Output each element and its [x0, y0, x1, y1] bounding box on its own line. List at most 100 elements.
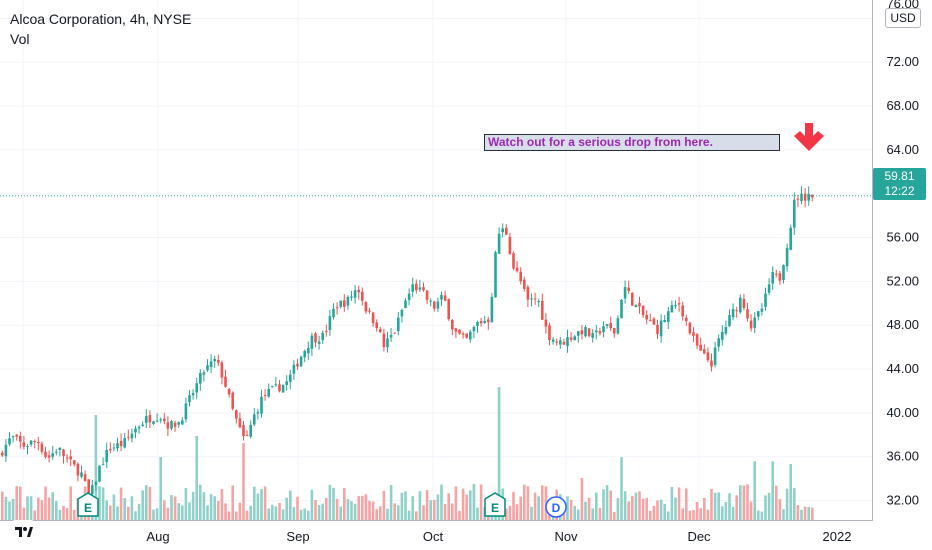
volume-bar: [577, 509, 580, 520]
candle-body: [609, 323, 612, 329]
volume-bar: [19, 486, 22, 520]
candle-body: [202, 372, 206, 375]
candle-body: [123, 437, 126, 448]
candle-body: [782, 264, 785, 280]
candle-body: [411, 284, 414, 292]
time-axis[interactable]: JulAugSepOctNovDec2022: [15, 529, 852, 544]
tradingview-logo-icon[interactable]: [12, 520, 34, 542]
candle-body: [544, 319, 548, 327]
dividend-marker[interactable]: D: [545, 496, 567, 518]
volume-bar: [191, 491, 195, 520]
candle-body: [523, 279, 526, 289]
volume-bar: [274, 506, 278, 520]
candle-body: [447, 299, 450, 320]
volume-bar: [29, 496, 33, 520]
earnings-marker[interactable]: E: [484, 492, 506, 517]
volume-bar: [440, 484, 443, 520]
currency-badge[interactable]: USD: [885, 8, 921, 28]
y-tick-label: 56.00: [886, 230, 919, 245]
candle-body: [595, 330, 598, 333]
event-marker-label: E: [84, 501, 92, 515]
volume-bar: [544, 486, 548, 520]
candle-body: [530, 298, 533, 300]
volume-bar: [224, 503, 227, 520]
volume-bar: [368, 500, 371, 520]
volume-bar: [429, 500, 432, 520]
volume-bar: [213, 496, 216, 520]
volume-bar: [587, 497, 591, 520]
volume-bar: [407, 510, 411, 520]
volume-bar: [361, 496, 364, 520]
candle-body: [19, 436, 22, 442]
candle-body: [285, 381, 288, 385]
candle-body: [728, 314, 731, 327]
candle-body: [220, 362, 224, 378]
candle-body: [389, 334, 393, 338]
volume-bar: [782, 509, 785, 520]
y-tick-label: 64.00: [886, 142, 919, 157]
volume-bar: [271, 504, 274, 520]
arrow-down-icon[interactable]: [792, 121, 826, 153]
y-tick-label: 68.00: [886, 98, 919, 113]
candlestick-series: [1, 186, 814, 502]
candle-body: [44, 451, 47, 457]
candle-body: [811, 194, 814, 198]
candle-body: [368, 310, 371, 312]
annotation-callout[interactable]: Watch out for a serious drop from here.: [484, 134, 780, 151]
candle-body: [141, 424, 144, 427]
volume-bar: [253, 486, 256, 520]
candle-body: [274, 384, 278, 386]
price-axis[interactable]: 72.0068.0064.0060.0056.0052.0048.0044.00…: [886, 0, 919, 508]
candle-body: [674, 305, 677, 307]
candle-body: [739, 297, 742, 313]
candle-body: [623, 287, 627, 299]
candle-body: [713, 347, 717, 365]
candle-body: [116, 443, 119, 449]
candle-body: [91, 485, 94, 495]
volume-bar: [44, 486, 47, 520]
candle-body: [33, 440, 36, 442]
candle-body: [170, 420, 173, 429]
volume-bar: [811, 507, 814, 520]
candle-body: [634, 304, 638, 308]
candle-body: [559, 340, 562, 345]
volume-indicator-label[interactable]: Vol: [10, 31, 30, 47]
candle-body: [65, 457, 69, 459]
volume-bar: [789, 464, 792, 520]
earnings-marker[interactable]: E: [77, 492, 99, 517]
candle-body: [461, 333, 465, 335]
candle-body: [325, 331, 328, 333]
candle-body: [310, 335, 314, 349]
candle-body: [505, 227, 508, 235]
symbol-title[interactable]: Alcoa Corporation, 4h, NYSE: [10, 11, 192, 27]
volume-bar: [659, 499, 663, 520]
candle-body: [681, 305, 684, 317]
candle-body: [415, 283, 418, 291]
volume-bar: [695, 501, 699, 520]
volume-bar: [181, 505, 184, 520]
candle-body: [803, 193, 807, 201]
candle-body: [271, 386, 274, 388]
candle-body: [512, 253, 515, 269]
volume-bar: [184, 488, 188, 520]
candle-body: [645, 314, 648, 320]
volume-bar: [580, 478, 584, 520]
candle-body: [231, 392, 234, 409]
candle-body: [134, 428, 137, 433]
volume-bar: [447, 493, 450, 520]
volume-bar: [379, 506, 382, 520]
volume-bar: [170, 495, 173, 520]
volume-bar: [238, 502, 242, 520]
candle-body: [1, 452, 4, 456]
volume-bar: [508, 505, 512, 520]
candle-body: [166, 422, 170, 429]
candle-body: [526, 286, 530, 300]
volume-bar: [681, 508, 684, 520]
candle-body: [667, 311, 670, 322]
candle-body: [627, 287, 630, 292]
candle-body: [688, 322, 692, 334]
volume-bar: [739, 485, 742, 520]
candle-body: [458, 329, 461, 334]
